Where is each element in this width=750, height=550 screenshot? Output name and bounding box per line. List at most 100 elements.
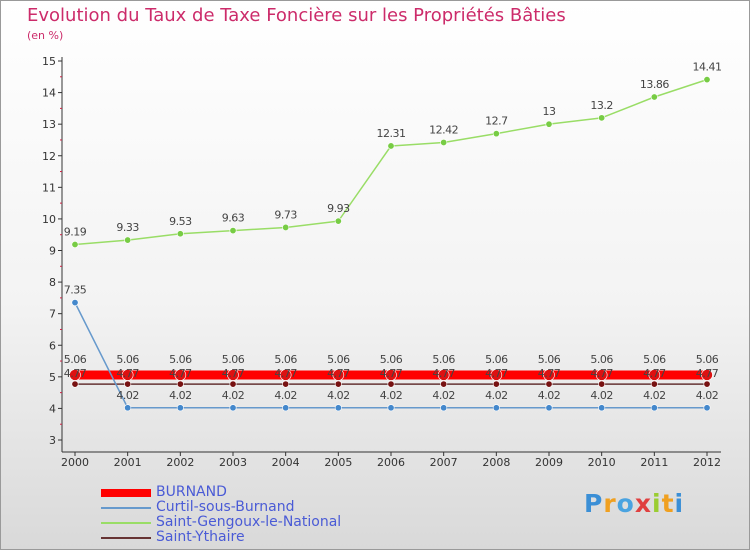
data-point-saint-gengoux-le-national: [387, 142, 395, 150]
data-label-saint-ythaire: 4.77: [643, 367, 666, 380]
logo-letter: r: [603, 489, 617, 518]
x-tick-label: 2010: [588, 456, 616, 469]
data-point-saint-gengoux-le-national: [334, 217, 342, 225]
x-tick-label: 2004: [272, 456, 300, 469]
data-label-curtil-sous-burnand: 4.02: [327, 389, 350, 402]
data-label-curtil-sous-burnand: 4.02: [169, 389, 192, 402]
data-label-saint-gengoux-le-national: 13.86: [640, 78, 669, 91]
y-tick-label: 9: [49, 245, 56, 258]
data-label-curtil-sous-burnand: 4.02: [222, 389, 245, 402]
legend-label-saint-gengoux-le-national: Saint-Gengoux-le-National: [156, 514, 342, 530]
data-label-saint-ythaire: 4.77: [485, 367, 508, 380]
data-point-burnand: [490, 369, 503, 381]
data-label-burnand: 5.06: [432, 353, 455, 366]
data-point-curtil-sous-burnand: [229, 404, 237, 412]
data-point-saint-gengoux-le-national: [71, 240, 79, 248]
data-point-saint-gengoux-le-national: [492, 130, 500, 138]
data-label-burnand: 5.06: [116, 353, 139, 366]
x-tick-label: 2000: [61, 456, 89, 469]
data-point-saint-ythaire: [598, 380, 606, 388]
x-tick-label: 2006: [377, 456, 405, 469]
data-point-burnand: [437, 369, 450, 381]
data-label-burnand: 5.06: [327, 353, 350, 366]
data-label-saint-gengoux-le-national: 9.19: [64, 225, 87, 238]
data-point-curtil-sous-burnand: [387, 404, 395, 412]
data-point-burnand: [543, 369, 555, 381]
data-label-curtil-sous-burnand: 7.35: [64, 284, 87, 297]
data-label-burnand: 5.06: [485, 353, 508, 366]
data-label-curtil-sous-burnand: 4.02: [485, 389, 508, 402]
data-point-curtil-sous-burnand: [545, 404, 553, 412]
y-tick-label: 8: [49, 276, 56, 289]
legend-swatch-saint-ythaire: [101, 537, 151, 539]
data-label-saint-ythaire: 4.77: [169, 367, 192, 380]
legend-swatch-burnand: [101, 489, 151, 497]
data-point-saint-ythaire: [545, 380, 553, 388]
data-label-saint-ythaire: 4.77: [274, 367, 297, 380]
data-point-curtil-sous-burnand: [282, 404, 290, 412]
data-label-burnand: 5.06: [64, 353, 87, 366]
data-label-saint-ythaire: 4.77: [696, 367, 719, 380]
data-label-burnand: 5.06: [380, 353, 403, 366]
data-point-saint-gengoux-le-national: [440, 138, 448, 146]
y-tick-label: 13: [42, 118, 56, 131]
data-point-burnand: [69, 369, 81, 381]
data-label-saint-gengoux-le-national: 9.53: [169, 215, 192, 228]
x-tick-label: 2011: [640, 456, 668, 469]
data-point-saint-ythaire: [176, 380, 184, 388]
logo-letter: x: [634, 489, 652, 518]
data-label-saint-ythaire: 4.77: [380, 367, 403, 380]
data-label-curtil-sous-burnand: 4.02: [538, 389, 561, 402]
data-point-saint-ythaire: [387, 380, 395, 388]
data-point-saint-ythaire: [703, 380, 711, 388]
data-label-curtil-sous-burnand: 4.02: [274, 389, 297, 402]
data-point-saint-gengoux-le-national: [229, 227, 237, 235]
x-tick-label: 2001: [114, 456, 142, 469]
legend-swatch-saint-gengoux-le-national: [101, 522, 151, 524]
y-axis-unit: (en %): [27, 29, 64, 42]
logo-letter: i: [652, 489, 662, 518]
data-point-burnand: [279, 369, 292, 381]
data-point-curtil-sous-burnand: [334, 404, 342, 412]
data-point-saint-ythaire: [71, 380, 79, 388]
data-point-curtil-sous-burnand: [598, 404, 606, 412]
data-label-saint-gengoux-le-national: 13.2: [590, 99, 613, 112]
data-label-burnand: 5.06: [169, 353, 192, 366]
logo-letter: P: [584, 489, 604, 518]
y-tick-label: 4: [49, 402, 56, 415]
y-tick-label: 11: [42, 181, 56, 194]
data-label-curtil-sous-burnand: 4.02: [696, 389, 719, 402]
data-point-saint-ythaire: [334, 380, 342, 388]
legend-label-burnand: BURNAND: [156, 484, 227, 500]
proxiti-logo: Proxiti: [584, 489, 684, 518]
data-label-curtil-sous-burnand: 4.02: [590, 389, 613, 402]
data-label-saint-gengoux-le-national: 9.73: [274, 208, 297, 221]
x-tick-label: 2007: [430, 456, 458, 469]
data-label-curtil-sous-burnand: 4.02: [432, 389, 455, 402]
data-label-saint-ythaire: 4.77: [222, 367, 245, 380]
data-point-saint-gengoux-le-national: [282, 223, 290, 231]
data-point-saint-gengoux-le-national: [176, 230, 184, 238]
data-label-saint-ythaire: 4.77: [64, 367, 87, 380]
data-label-saint-gengoux-le-national: 12.42: [429, 123, 458, 136]
y-tick-label: 12: [42, 150, 56, 163]
data-point-saint-ythaire: [229, 380, 237, 388]
data-label-burnand: 5.06: [222, 353, 245, 366]
chart-title: Evolution du Taux de Taxe Foncière sur l…: [27, 5, 566, 26]
y-tick-label: 15: [42, 55, 56, 68]
logo-letter: o: [616, 489, 635, 518]
data-point-saint-gengoux-le-national: [703, 76, 711, 84]
data-point-burnand: [227, 369, 239, 381]
y-tick-label: 14: [42, 87, 56, 100]
x-tick-label: 2008: [482, 456, 510, 469]
data-label-saint-gengoux-le-national: 13: [543, 105, 556, 118]
data-label-burnand: 5.06: [696, 353, 719, 366]
y-tick-label: 3: [49, 434, 56, 447]
data-point-saint-gengoux-le-national: [598, 114, 606, 122]
y-tick-label: 7: [49, 308, 56, 321]
data-point-saint-gengoux-le-national: [650, 93, 658, 101]
x-tick-label: 2005: [324, 456, 352, 469]
data-point-curtil-sous-burnand: [492, 404, 500, 412]
data-label-saint-ythaire: 4.77: [432, 367, 455, 380]
